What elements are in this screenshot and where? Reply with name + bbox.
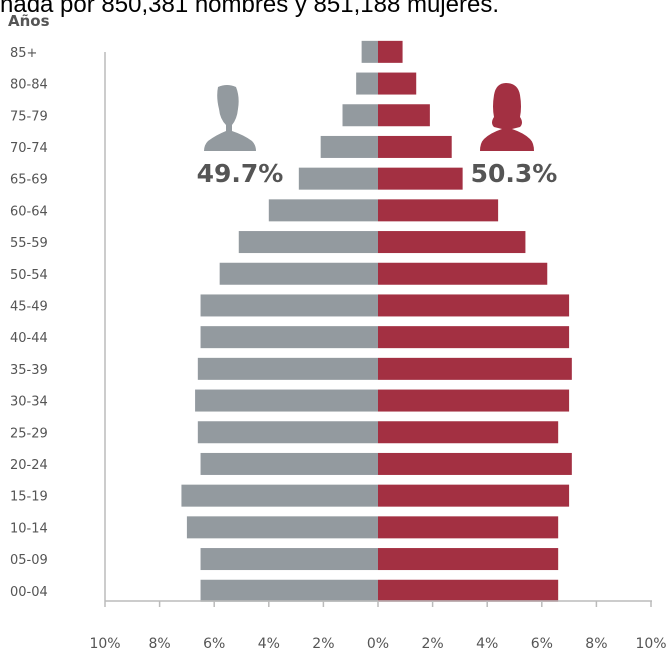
male-bar-45-49 <box>200 294 378 317</box>
y-tick-label: 65-69 <box>10 173 48 188</box>
male-bar-75-79 <box>342 104 378 127</box>
female-bar-10-14 <box>378 516 559 539</box>
x-tick-label: 6% <box>203 636 225 652</box>
x-tick-label: 6% <box>531 636 553 652</box>
y-tick-label: 60-64 <box>10 204 48 219</box>
male-bar-05-09 <box>200 548 378 571</box>
female-bar-65-69 <box>378 167 463 190</box>
male-bar-00-04 <box>200 579 378 602</box>
male-bar-80-84 <box>356 72 378 95</box>
female-bar-60-64 <box>378 199 499 222</box>
x-tick-labels: 10% 8% 6% 4% 2% 0% 2% 4% 6% 8% 10% <box>89 601 667 652</box>
female-bar-75-79 <box>378 104 430 127</box>
female-bar-80-84 <box>378 72 417 95</box>
y-tick-label: 45-49 <box>10 299 48 314</box>
female-bar-25-29 <box>378 421 559 444</box>
male-silhouette-icon <box>204 85 256 151</box>
y-tick-label: 35-39 <box>10 363 48 378</box>
female-percentage: 50.3% <box>471 159 558 188</box>
female-bar-50-54 <box>378 262 548 285</box>
female-bar-30-34 <box>378 389 570 412</box>
male-bar-70-74 <box>320 135 378 158</box>
male-bar-60-64 <box>268 199 378 222</box>
female-bar-70-74 <box>378 135 452 158</box>
top-caption: nada por 850,381 hombres y 851,188 mujer… <box>0 0 499 18</box>
x-tick-label: 2% <box>421 636 443 652</box>
female-bar-15-19 <box>378 484 570 507</box>
female-bar-55-59 <box>378 231 526 254</box>
x-tick-label: 8% <box>148 636 170 652</box>
y-tick-label: 20-24 <box>10 458 48 473</box>
y-tick-label: 05-09 <box>10 553 48 568</box>
male-bar-85+ <box>361 40 378 63</box>
y-tick-label: 40-44 <box>10 331 48 346</box>
x-tick-label: 4% <box>476 636 498 652</box>
male-bar-30-34 <box>195 389 378 412</box>
y-tick-label: 55-59 <box>10 236 48 251</box>
y-tick-label: 80-84 <box>10 78 48 93</box>
x-tick-label: 10% <box>89 636 120 652</box>
female-bar-85+ <box>378 40 403 63</box>
male-bar-20-24 <box>200 452 378 475</box>
y-tick-label: 15-19 <box>10 490 48 505</box>
male-bar-55-59 <box>238 231 378 254</box>
x-tick-label: 10% <box>635 636 666 652</box>
female-silhouette-icon <box>480 83 534 151</box>
male-bar-65-69 <box>298 167 378 190</box>
male-bar-25-29 <box>197 421 378 444</box>
male-bar-15-19 <box>181 484 378 507</box>
y-tick-label: 50-54 <box>10 268 48 283</box>
x-tick-label: 0% <box>367 636 389 652</box>
male-bar-35-39 <box>197 357 378 380</box>
y-tick-label: 75-79 <box>10 109 48 124</box>
male-percentage: 49.7% <box>197 159 284 188</box>
female-bar-05-09 <box>378 548 559 571</box>
y-tick-label: 10-14 <box>10 521 48 536</box>
y-tick-label: 25-29 <box>10 426 48 441</box>
y-tick-label: 00-04 <box>10 585 48 600</box>
y-tick-label: 30-34 <box>10 395 48 410</box>
y-tick-label: 70-74 <box>10 141 48 156</box>
male-bar-40-44 <box>200 326 378 349</box>
female-bar-20-24 <box>378 452 572 475</box>
x-tick-label: 8% <box>585 636 607 652</box>
x-tick-label: 4% <box>258 636 280 652</box>
bars-group <box>181 40 572 602</box>
male-bar-10-14 <box>186 516 378 539</box>
y-tick-labels: 85+ 80-84 75-79 70-74 65-69 60-64 55-59 50-54 45… <box>10 46 48 600</box>
female-bar-00-04 <box>378 579 559 602</box>
male-bar-50-54 <box>219 262 378 285</box>
female-bar-45-49 <box>378 294 570 317</box>
y-tick-label: 85+ <box>10 46 37 61</box>
x-tick-label: 2% <box>312 636 334 652</box>
female-bar-35-39 <box>378 357 572 380</box>
y-axis-title: Años <box>8 12 50 30</box>
female-bar-40-44 <box>378 326 570 349</box>
